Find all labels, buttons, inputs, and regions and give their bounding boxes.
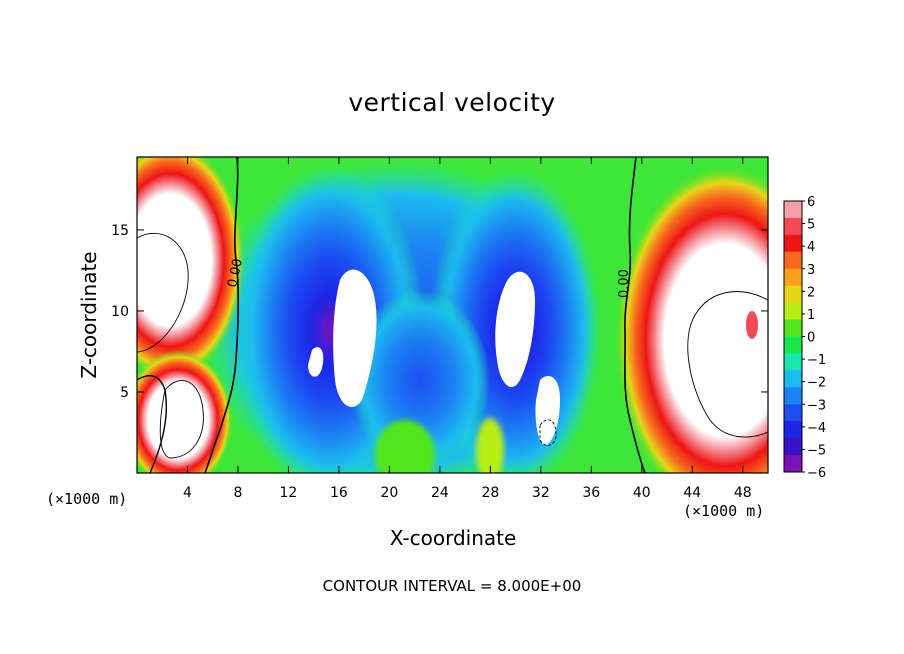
- y-axis-label: Z-coordinate: [77, 251, 101, 379]
- x-tick-label: 32: [532, 485, 550, 501]
- x-tick-label: 36: [582, 485, 600, 501]
- contour-label-right: 0.00: [617, 269, 632, 298]
- colorbar-swatch: [784, 319, 802, 337]
- colorbar-label: −1: [807, 353, 826, 368]
- colorbar-label: −6: [807, 466, 826, 481]
- velocity-field: [137, 157, 768, 473]
- x-tick-label: 16: [330, 485, 348, 501]
- colorbar-swatch: [784, 251, 802, 270]
- y-axis-unit: (×1000 m): [46, 490, 128, 508]
- x-tick-label: 12: [280, 485, 298, 501]
- colorbar-label: −2: [807, 376, 826, 391]
- x-axis-unit: (×1000 m): [683, 502, 765, 520]
- colorbar-swatch: [784, 421, 802, 439]
- x-tick-label: 48: [734, 485, 752, 501]
- colorbar-swatch: [784, 201, 802, 219]
- x-tick-label: 24: [431, 485, 449, 501]
- colorbar-label: 3: [807, 263, 815, 278]
- x-tick-label: 44: [683, 485, 701, 501]
- colorbar-label: 4: [807, 240, 815, 255]
- colorbar-label: −5: [807, 443, 826, 458]
- y-axis-ticks: 5 10 15: [111, 223, 768, 401]
- colorbar-label: 2: [807, 285, 815, 300]
- colorbar-swatch: [784, 285, 802, 304]
- plot-frame: [136, 156, 769, 474]
- x-axis-label: X-coordinate: [389, 526, 517, 550]
- x-tick-label: 40: [633, 485, 651, 501]
- y-tick-label: 5: [120, 385, 129, 401]
- y-tick-label: 15: [111, 223, 129, 239]
- colorbar-swatch: [784, 455, 802, 473]
- colorbar-label: 1: [807, 308, 815, 323]
- colorbar-label: 5: [807, 218, 815, 233]
- colorbar-swatch: [784, 370, 802, 388]
- contours-positive: [137, 233, 768, 459]
- contour-interval-note: CONTOUR INTERVAL = 8.000E+00: [322, 577, 582, 595]
- chart-title: vertical velocity: [348, 88, 556, 117]
- colorbar-swatch: [784, 336, 802, 354]
- x-tick-label: 20: [380, 485, 398, 501]
- y-tick-label: 10: [111, 304, 129, 320]
- colorbar-label: −3: [807, 398, 826, 413]
- colorbar-swatch: [784, 438, 802, 456]
- colorbar-swatch: [784, 353, 802, 371]
- colorbar-label: 0: [807, 331, 815, 346]
- x-axis-ticks: 4 8 12 16 20 24 28 32 36 40 44 48: [183, 157, 752, 501]
- contour-label-left: 0.00: [225, 257, 246, 288]
- colorbar-swatch: [784, 404, 802, 422]
- colorbar-swatch: [784, 217, 802, 236]
- x-tick-label: 4: [183, 485, 192, 501]
- colorbar: 6 5 4 3 2 1 0 −1 −2 −3 −4 −5 −6: [783, 195, 826, 481]
- colorbar-label: −4: [807, 421, 826, 436]
- x-tick-label: 8: [233, 485, 242, 501]
- colorbar-swatch: [784, 234, 802, 253]
- colorbar-swatch: [784, 387, 802, 405]
- x-tick-label: 28: [481, 485, 499, 501]
- colorbar-swatch: [784, 268, 802, 287]
- colorbar-swatch: [784, 302, 802, 321]
- colorbar-label: 6: [807, 195, 815, 210]
